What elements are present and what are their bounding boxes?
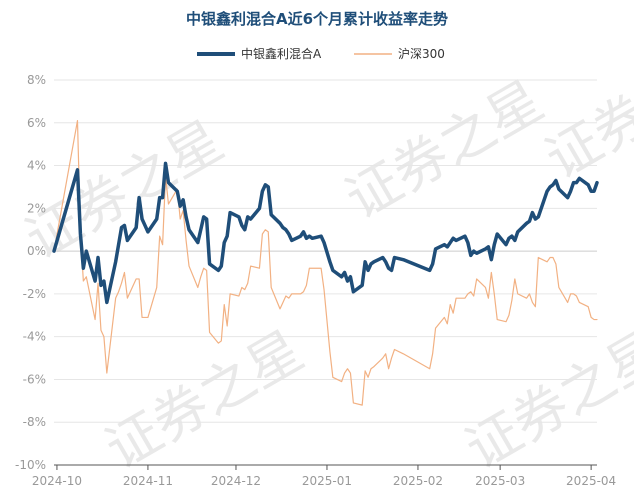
y-tick-label: -4% — [23, 330, 46, 344]
watermark-text: 证券之星 — [335, 69, 554, 232]
watermark-text: 证券之星 — [455, 319, 634, 482]
y-tick-label: -6% — [23, 372, 46, 386]
watermark-text: 证券之星 — [95, 319, 314, 482]
y-tick-label: 2% — [27, 201, 46, 215]
y-tick-label: 8% — [27, 73, 46, 87]
y-tick-label: -8% — [23, 415, 46, 429]
y-tick-label: -10% — [15, 458, 46, 472]
y-axis-ticks: 8% 6% 4% 2% 0% -2% -4% -6% -8% -10% — [15, 73, 46, 472]
series-lines — [52, 120, 599, 406]
legend-label-index: 沪深300 — [398, 47, 445, 61]
y-tick-label: 6% — [27, 116, 46, 130]
legend-label-fund: 中银鑫利混合A — [241, 46, 322, 61]
x-tick-label: 2025-03 — [475, 474, 525, 488]
watermark-text: 证券之星 — [15, 109, 234, 272]
x-tick-label: 2025-02 — [393, 474, 443, 488]
watermark-text: 证券之星 — [535, 29, 634, 192]
series-line-fund — [52, 161, 599, 305]
series-line-index — [53, 120, 598, 406]
y-tick-label: -2% — [23, 287, 46, 301]
y-tick-label: 4% — [27, 159, 46, 173]
chart-title: 中银鑫利混合A近6个月累计收益率走势 — [186, 10, 448, 28]
y-tick-label: 0% — [27, 244, 46, 258]
x-axis-ticks: 2024-10 2024-11 2024-12 2025-01 2025-02 2025-… — [32, 464, 616, 488]
x-tick-label: 2024-12 — [211, 474, 261, 488]
x-tick-label: 2024-10 — [32, 474, 82, 488]
x-tick-label: 2024-11 — [123, 474, 173, 488]
x-tick-label: 2025-01 — [302, 474, 352, 488]
x-tick-label: 2025-04 — [566, 474, 616, 488]
legend: 中银鑫利混合A 沪深300 — [197, 46, 445, 61]
